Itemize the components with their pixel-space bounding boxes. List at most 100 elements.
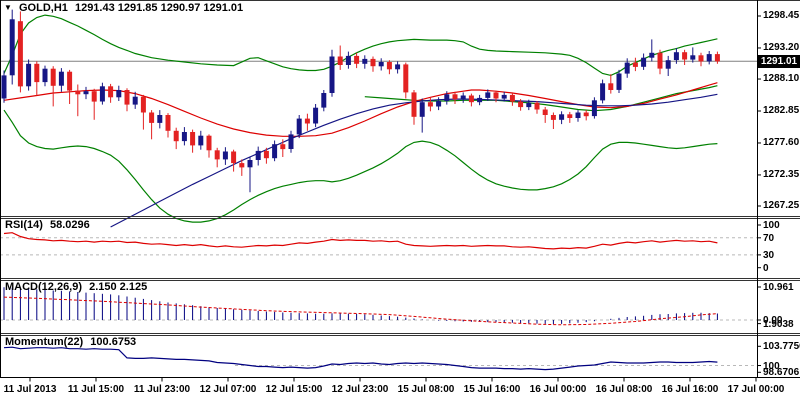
- candle-body: [149, 112, 155, 123]
- candle-body: [616, 73, 622, 90]
- macd-axis-label: 1.9038: [763, 318, 794, 330]
- time-axis-label[interactable]: 12 Jul 23:00: [331, 384, 389, 395]
- price-tick-label: 1288.10: [763, 73, 800, 85]
- candle-body: [485, 92, 491, 98]
- time-axis-label[interactable]: 11 Jul 23:00: [133, 384, 191, 395]
- rsi-axis-label: 100: [763, 220, 780, 231]
- candle-body: [239, 163, 245, 168]
- candle-body: [575, 112, 581, 118]
- candle-body: [690, 55, 696, 60]
- price-tick-label: 1267.25: [763, 200, 800, 211]
- candle-body: [140, 96, 146, 113]
- time-axis-label[interactable]: 17 Jul 00:00: [727, 384, 785, 395]
- candle-body: [706, 54, 712, 62]
- time-axis-label[interactable]: 16 Jul 00:00: [529, 384, 587, 395]
- time-axis-label[interactable]: 15 Jul 08:00: [397, 384, 455, 395]
- candle-body: [567, 114, 573, 118]
- candle-body: [682, 52, 688, 60]
- candle-body: [411, 92, 417, 117]
- candle-body: [58, 71, 64, 86]
- candle-body: [288, 134, 294, 149]
- candle-body: [419, 102, 425, 117]
- candle-body: [34, 63, 40, 83]
- time-axis-label[interactable]: 15 Jul 16:00: [463, 384, 521, 395]
- momentum-axis-label: 103.7756: [763, 341, 800, 353]
- candle-body: [9, 19, 15, 76]
- candle-body: [222, 151, 228, 160]
- candle-body: [329, 56, 335, 93]
- time-axis-label[interactable]: 12 Jul 07:00: [199, 384, 257, 395]
- time-axis-label[interactable]: 11 Jul 2013: [3, 384, 57, 395]
- current-price-tag: 1291.01: [758, 54, 800, 68]
- time-axis-label[interactable]: 16 Jul 08:00: [595, 384, 653, 395]
- symbol-dropdown-icon[interactable]: ▼: [4, 3, 12, 12]
- rsi-axis-label: 30: [763, 249, 775, 261]
- candle-body: [362, 58, 368, 64]
- candle-body: [493, 92, 499, 99]
- candle-body: [231, 151, 237, 164]
- candle-body: [198, 135, 204, 146]
- candle-body: [534, 102, 540, 110]
- candle-body: [600, 83, 606, 101]
- candle-body: [321, 93, 327, 108]
- candle-body: [550, 115, 556, 120]
- candle-body: [559, 114, 565, 120]
- candle-body: [99, 86, 105, 102]
- candle-body: [665, 60, 671, 69]
- candle-body: [263, 150, 269, 159]
- candle-body: [427, 102, 433, 107]
- candle-body: [468, 95, 474, 103]
- ohlc-values-label: 1291.43 1291.85 1290.97 1291.01: [74, 2, 244, 14]
- macd-axis-label: 0.00: [763, 315, 783, 326]
- chart-title: ▼ GOLD,H1 1291.43 1291.85 1290.97 1291.0…: [4, 2, 247, 14]
- rsi-line: [3, 232, 718, 250]
- candle-body: [649, 52, 655, 58]
- macd-axis-label: 10.961: [763, 282, 794, 293]
- candle-body: [17, 21, 23, 87]
- rsi-axis-label: 70: [763, 232, 775, 244]
- candle-body: [583, 112, 589, 117]
- candle-body: [657, 52, 663, 69]
- momentum-axis-label: 98.6706: [763, 367, 800, 379]
- candle-body: [460, 95, 466, 100]
- candle-body: [698, 55, 704, 62]
- candle-body: [403, 64, 409, 93]
- candle-body: [370, 58, 376, 67]
- candle-body: [190, 132, 196, 146]
- candle-body: [157, 115, 163, 123]
- momentum-name: Momentum(22): [5, 336, 84, 348]
- candle-body: [526, 102, 532, 108]
- time-axis-label[interactable]: 16 Jul 16:00: [661, 384, 719, 395]
- candle-body: [436, 101, 442, 107]
- candle-body: [272, 144, 278, 159]
- candle-body: [50, 68, 56, 86]
- candle-body: [477, 97, 483, 103]
- candle-body: [75, 90, 81, 95]
- price-tick-label: 1293.20: [763, 41, 800, 53]
- candle-body: [181, 132, 187, 142]
- momentum-axis-label: 100: [763, 360, 780, 372]
- candle-body: [296, 118, 302, 135]
- candle-body: [395, 64, 401, 70]
- candle-body: [67, 71, 73, 91]
- macd-signal-line: [3, 296, 718, 326]
- price-tick-label: 1282.85: [763, 105, 800, 116]
- momentum-value: 100.6753: [90, 336, 137, 348]
- candle-body: [378, 62, 384, 67]
- bollinger-upper-line: [3, 14, 718, 77]
- rsi-axis-label: 0: [763, 262, 769, 274]
- candle-body: [132, 96, 138, 105]
- candle-body: [247, 160, 253, 168]
- symbol-period-label: GOLD,H1: [18, 2, 68, 14]
- candle-body: [444, 94, 450, 101]
- time-axis-label[interactable]: 11 Jul 15:00: [67, 384, 125, 395]
- time-axis-label[interactable]: 12 Jul 15:00: [265, 384, 323, 395]
- candle-body: [108, 86, 114, 98]
- candle-body: [91, 91, 97, 102]
- candle-body: [632, 62, 638, 67]
- candle-body: [214, 150, 220, 160]
- candle-body: [42, 68, 48, 83]
- candle-body: [542, 109, 548, 115]
